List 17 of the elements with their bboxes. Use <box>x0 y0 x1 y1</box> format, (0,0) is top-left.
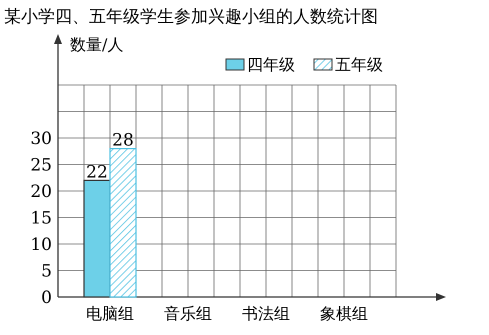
legend-label: 五年级 <box>335 55 383 74</box>
data-label: 28 <box>112 130 134 151</box>
y-tick-label: 5 <box>41 262 52 282</box>
y-tick-label: 30 <box>30 129 52 149</box>
chart-title: 某小学四、五年级学生参加兴趣小组的人数统计图 <box>4 7 378 27</box>
y-tick-label: 0 <box>41 288 52 308</box>
y-tick-label: 15 <box>30 208 52 228</box>
x-tick-label: 书法组 <box>242 304 290 323</box>
x-tick-label: 电脑组 <box>86 304 134 323</box>
data-label: 22 <box>86 162 108 182</box>
y-axis-title: 数量/人 <box>70 35 124 54</box>
x-tick-label: 音乐组 <box>164 304 212 323</box>
x-tick-label: 象棋组 <box>320 304 368 323</box>
legend-label: 四年级 <box>247 55 295 74</box>
y-tick-label: 25 <box>30 156 52 176</box>
y-tick-label: 10 <box>30 235 52 255</box>
y-tick-label: 20 <box>30 182 52 202</box>
